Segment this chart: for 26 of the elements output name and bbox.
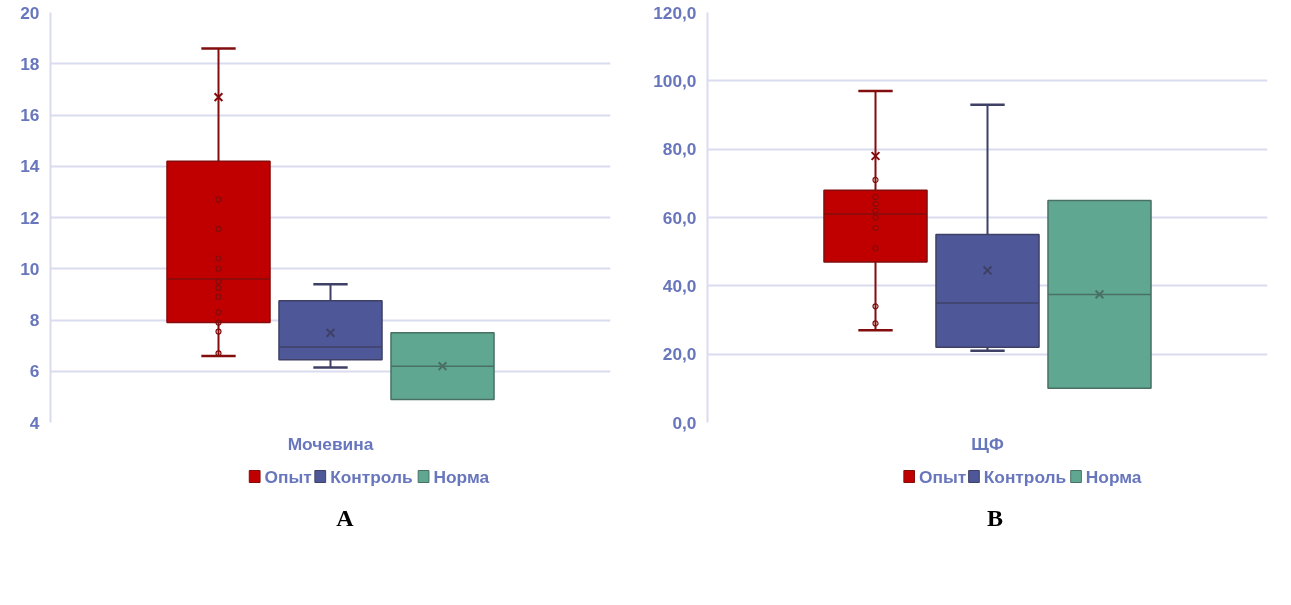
legend-label: Контроль (330, 466, 413, 487)
x-tick-label: ЩФ (971, 433, 1004, 454)
legend-label: Опыт (264, 466, 312, 487)
text: A (336, 504, 354, 533)
y-tick-label: 10 (20, 258, 40, 279)
legend-label: Норма (433, 466, 490, 487)
y-tick-label: 20 (20, 2, 40, 23)
y-tick-label: 4 (29, 412, 40, 433)
y-tick-label: 80,0 (662, 139, 697, 160)
text: B (986, 504, 1003, 533)
legend-label: Контроль (983, 466, 1067, 487)
y-tick-label: 18 (20, 53, 40, 74)
y-tick-label: 40,0 (662, 275, 697, 296)
y-tick-label: 16 (20, 105, 40, 125)
y-tick-label: 0,0 (672, 412, 697, 433)
legend-label: Норма (1085, 466, 1142, 487)
legend-label: Опыт (918, 466, 967, 487)
y-tick-label: 8 (29, 310, 40, 330)
y-tick-label: 20,0 (662, 344, 697, 365)
y-tick-label: 60,0 (662, 207, 697, 228)
y-tick-label: 100,0 (653, 70, 697, 91)
x-tick-label: Мочевина (287, 433, 374, 454)
y-tick-label: 6 (29, 361, 40, 382)
y-tick-label: 12 (20, 207, 40, 228)
y-tick-label: 14 (20, 156, 40, 177)
y-tick-label: 120,0 (653, 2, 697, 23)
